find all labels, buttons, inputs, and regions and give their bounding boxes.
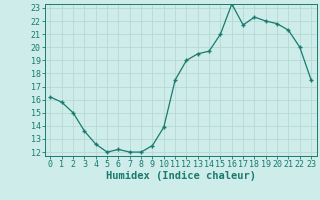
- X-axis label: Humidex (Indice chaleur): Humidex (Indice chaleur): [106, 171, 256, 181]
